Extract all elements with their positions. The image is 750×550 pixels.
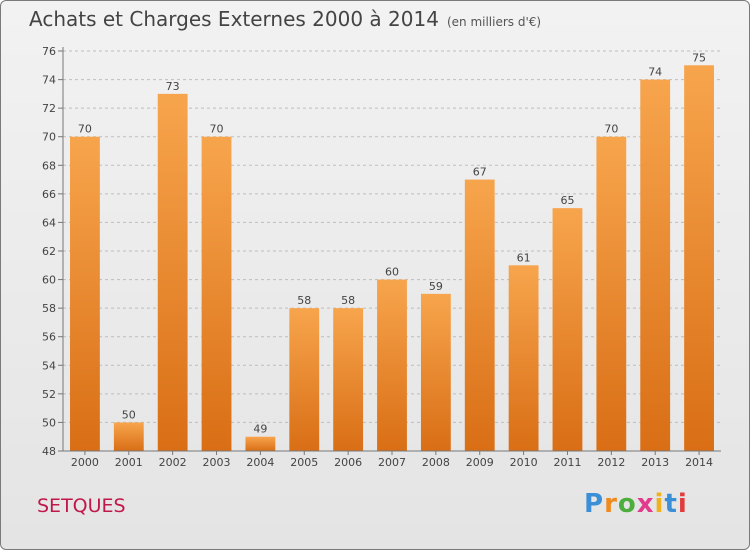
data-label: 50 xyxy=(122,408,136,421)
bar xyxy=(640,79,671,452)
x-tick-label: 2009 xyxy=(466,456,494,469)
bar xyxy=(245,436,276,451)
y-tick-label: 64 xyxy=(42,216,56,229)
logo-letter: x xyxy=(636,489,655,519)
data-label: 74 xyxy=(648,66,662,79)
x-tick-label: 2006 xyxy=(334,456,362,469)
bar xyxy=(289,308,320,451)
x-tick-label: 2003 xyxy=(203,456,231,469)
bar xyxy=(508,265,539,451)
data-label: 75 xyxy=(692,51,706,64)
x-tick-label: 2004 xyxy=(246,456,274,469)
data-label: 70 xyxy=(78,123,92,136)
data-label: 70 xyxy=(210,123,224,136)
bars xyxy=(70,65,714,452)
logo-letter: r xyxy=(604,489,618,519)
x-tick-label: 2013 xyxy=(641,456,669,469)
x-tick-label: 2008 xyxy=(422,456,450,469)
bar xyxy=(420,293,451,451)
bar xyxy=(464,179,495,452)
logo-letter: t xyxy=(664,489,678,519)
bar xyxy=(113,422,144,451)
logo-letter: o xyxy=(617,489,637,519)
y-tick-label: 72 xyxy=(42,102,56,115)
chart-title-text: Achats et Charges Externes 2000 à 2014 xyxy=(29,7,439,31)
chart-title: Achats et Charges Externes 2000 à 2014 (e… xyxy=(29,7,541,31)
y-tick-label: 70 xyxy=(42,131,56,144)
y-tick-label: 56 xyxy=(42,331,56,344)
data-label: 58 xyxy=(341,294,355,307)
tick-labels: 48 50 52 54 56 58 60 62 64 66 68 70 72 74 76 70 2000 50 20… xyxy=(42,45,713,469)
y-tick-label: 68 xyxy=(42,159,56,172)
x-tick-label: 2005 xyxy=(290,456,318,469)
y-tick-label: 48 xyxy=(42,445,56,458)
data-label: 61 xyxy=(517,251,531,264)
y-tick-label: 62 xyxy=(42,245,56,258)
y-tick-label: 66 xyxy=(42,188,56,201)
bar xyxy=(70,136,100,451)
data-label: 58 xyxy=(297,294,311,307)
y-tick-label: 60 xyxy=(42,274,56,287)
y-tick-label: 54 xyxy=(42,359,56,372)
chart-subtitle: (en milliers d'€) xyxy=(446,15,542,29)
x-tick-label: 2010 xyxy=(510,456,538,469)
bar xyxy=(684,65,714,452)
bar xyxy=(596,136,627,451)
y-tick-label: 58 xyxy=(42,302,56,315)
data-label: 65 xyxy=(560,194,574,207)
bar xyxy=(552,208,583,451)
y-tick-label: 76 xyxy=(42,45,56,58)
data-label: 70 xyxy=(604,123,618,136)
y-tick-label: 74 xyxy=(42,74,56,87)
data-label: 59 xyxy=(429,280,443,293)
data-label: 49 xyxy=(253,423,267,436)
y-tick-label: 50 xyxy=(42,416,56,429)
proxiti-logo: Proxiti xyxy=(584,489,688,519)
x-tick-label: 2000 xyxy=(71,456,99,469)
data-label: 73 xyxy=(166,80,180,93)
axes xyxy=(58,47,721,455)
x-tick-label: 2014 xyxy=(685,456,713,469)
x-tick-label: 2002 xyxy=(159,456,187,469)
bar xyxy=(377,279,407,451)
y-tick-label: 52 xyxy=(42,388,56,401)
logo-letter: i xyxy=(654,489,665,519)
logo-letter: P xyxy=(584,489,605,519)
bar xyxy=(201,136,232,451)
x-tick-label: 2007 xyxy=(378,456,406,469)
logo-letter: i xyxy=(677,489,688,519)
bar xyxy=(333,308,364,451)
x-tick-label: 2001 xyxy=(115,456,143,469)
data-label: 60 xyxy=(385,266,399,279)
data-label: 67 xyxy=(473,166,487,179)
x-tick-label: 2011 xyxy=(553,456,581,469)
x-tick-label: 2012 xyxy=(597,456,625,469)
place-name: SETQUES xyxy=(37,495,126,517)
bar xyxy=(157,93,188,451)
